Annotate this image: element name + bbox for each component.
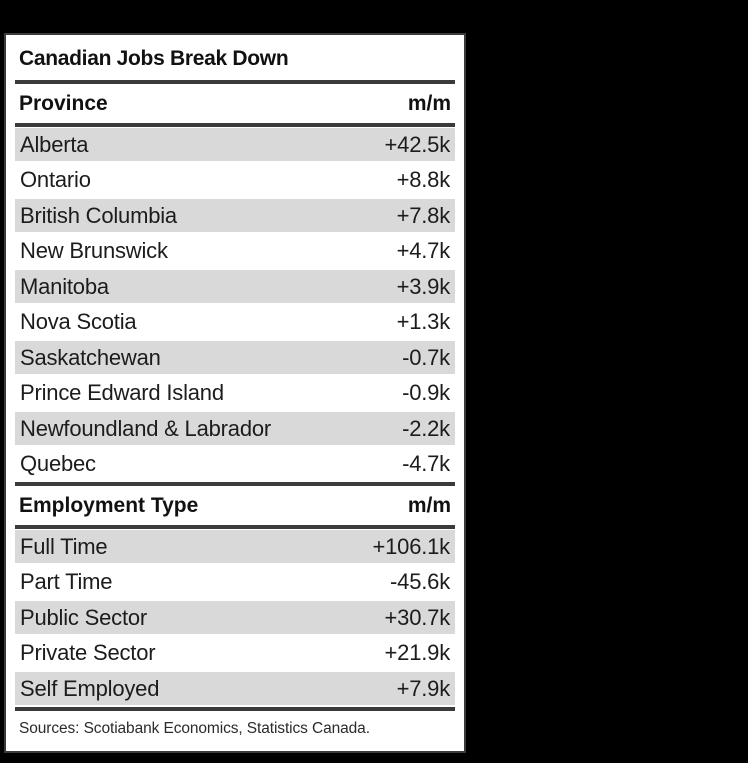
- row-value: +3.9k: [396, 273, 451, 299]
- row-label: Private Sector: [20, 640, 156, 666]
- row-label: Self Employed: [20, 675, 160, 701]
- table-row: Newfoundland & Labrador -2.2k: [15, 411, 455, 447]
- province-rows: Alberta +42.5k Ontario +8.8k British Col…: [15, 127, 455, 482]
- table-title: Canadian Jobs Break Down: [19, 47, 289, 70]
- row-value: -0.9k: [402, 380, 450, 406]
- row-label: Saskatchewan: [20, 344, 161, 370]
- row-label: New Brunswick: [20, 238, 168, 264]
- row-label: Newfoundland & Labrador: [20, 415, 272, 441]
- table-row: Alberta +42.5k: [15, 127, 455, 163]
- employment-unit-header: m/m: [407, 493, 451, 517]
- row-label: British Columbia: [20, 202, 177, 228]
- province-column-header: Province: [19, 91, 108, 115]
- row-value: -2.2k: [402, 415, 450, 441]
- separator-under-province-header: [15, 123, 455, 127]
- row-value: +106.1k: [372, 533, 450, 559]
- row-value: +7.8k: [396, 202, 451, 228]
- separator-above-source: [15, 706, 455, 711]
- row-value: -4.7k: [402, 451, 450, 477]
- row-label: Ontario: [20, 167, 91, 193]
- table-row: Nova Scotia +1.3k: [15, 305, 455, 341]
- table-row: Private Sector +21.9k: [15, 636, 455, 672]
- employment-header-row: Employment Type m/m: [15, 486, 455, 525]
- separator-under-title: [15, 80, 455, 84]
- row-label: Full Time: [20, 533, 108, 559]
- table-row: British Columbia +7.8k: [15, 198, 455, 234]
- row-value: +7.9k: [396, 675, 451, 701]
- table-row: Self Employed +7.9k: [15, 671, 455, 707]
- row-value: +42.5k: [384, 131, 451, 157]
- source-note: Sources: Scotiabank Economics, Statistic…: [19, 719, 370, 737]
- row-value: +21.9k: [384, 640, 451, 666]
- separator-under-employment-header: [15, 525, 455, 529]
- card-inner: Canadian Jobs Break Down Province m/m Al…: [15, 35, 455, 738]
- row-label: Public Sector: [20, 604, 148, 630]
- province-header-row: Province m/m: [15, 84, 455, 123]
- row-label: Manitoba: [20, 273, 109, 299]
- row-value: +30.7k: [384, 604, 451, 630]
- row-label: Alberta: [20, 131, 89, 157]
- table-row: Part Time -45.6k: [15, 565, 455, 601]
- province-unit-header: m/m: [407, 91, 451, 115]
- table-row: Full Time +106.1k: [15, 529, 455, 565]
- row-value: -45.6k: [390, 569, 450, 595]
- row-value: +8.8k: [396, 167, 451, 193]
- row-value: +4.7k: [396, 238, 451, 264]
- row-label: Part Time: [20, 569, 113, 595]
- row-label: Quebec: [20, 451, 96, 477]
- row-value: +1.3k: [396, 309, 451, 335]
- jobs-table-card: Canadian Jobs Break Down Province m/m Al…: [4, 33, 466, 753]
- table-row: Quebec -4.7k: [15, 447, 455, 483]
- table-row: Saskatchewan -0.7k: [15, 340, 455, 376]
- separator-above-employment-header: [15, 482, 455, 486]
- employment-rows: Full Time +106.1k Part Time -45.6k Publi…: [15, 529, 455, 707]
- row-label: Nova Scotia: [20, 309, 137, 335]
- table-row: Public Sector +30.7k: [15, 600, 455, 636]
- table-row: Ontario +8.8k: [15, 163, 455, 199]
- employment-column-header: Employment Type: [19, 493, 199, 517]
- row-label: Prince Edward Island: [20, 380, 224, 406]
- table-row: Manitoba +3.9k: [15, 269, 455, 305]
- table-row: New Brunswick +4.7k: [15, 234, 455, 270]
- row-value: -0.7k: [402, 344, 450, 370]
- table-row: Prince Edward Island -0.9k: [15, 376, 455, 412]
